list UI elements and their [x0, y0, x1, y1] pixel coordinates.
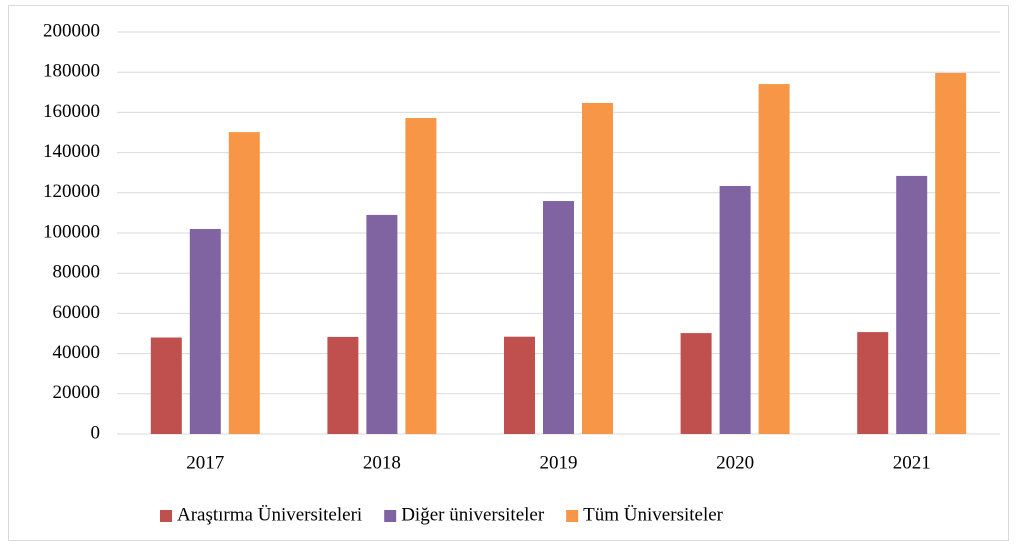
bar: [189, 228, 221, 434]
legend-label: Tüm Üniversiteler: [583, 504, 723, 525]
legend-swatch: [384, 510, 397, 522]
y-tick-label: 40000: [53, 342, 101, 363]
bar: [758, 84, 790, 435]
y-tick-label: 140000: [43, 141, 100, 162]
bar: [543, 201, 574, 434]
bar: [896, 175, 928, 434]
y-tick-label: 0: [91, 422, 101, 443]
bar: [680, 333, 712, 434]
bar: [857, 332, 889, 434]
x-tick-label: 2018: [363, 452, 401, 473]
y-tick-label: 180000: [43, 61, 100, 82]
legend-swatch: [566, 510, 579, 522]
x-tick-label: 2020: [716, 452, 754, 473]
bar: [327, 336, 359, 434]
x-tick-label: 2017: [186, 452, 224, 473]
legend-label: Araştırma Üniversiteleri: [177, 504, 362, 525]
bar: [405, 118, 437, 434]
bar: [504, 336, 535, 434]
bar: [719, 185, 751, 434]
y-tick-label: 20000: [53, 382, 101, 403]
bar: [150, 337, 182, 434]
bar: [582, 102, 613, 434]
bar: [366, 214, 398, 434]
x-tick-label: 2019: [540, 452, 578, 473]
legend-label: Diğer üniversiteler: [401, 504, 545, 525]
y-tick-label: 120000: [43, 181, 100, 202]
y-tick-label: 200000: [43, 20, 100, 41]
y-tick-label: 100000: [43, 221, 100, 242]
x-tick-label: 2021: [893, 452, 931, 473]
y-tick-label: 160000: [43, 101, 100, 122]
y-tick-label: 60000: [53, 302, 101, 323]
bar: [935, 73, 967, 434]
legend-swatch: [160, 510, 172, 522]
bar: [228, 132, 260, 434]
y-tick-label: 80000: [53, 262, 101, 283]
